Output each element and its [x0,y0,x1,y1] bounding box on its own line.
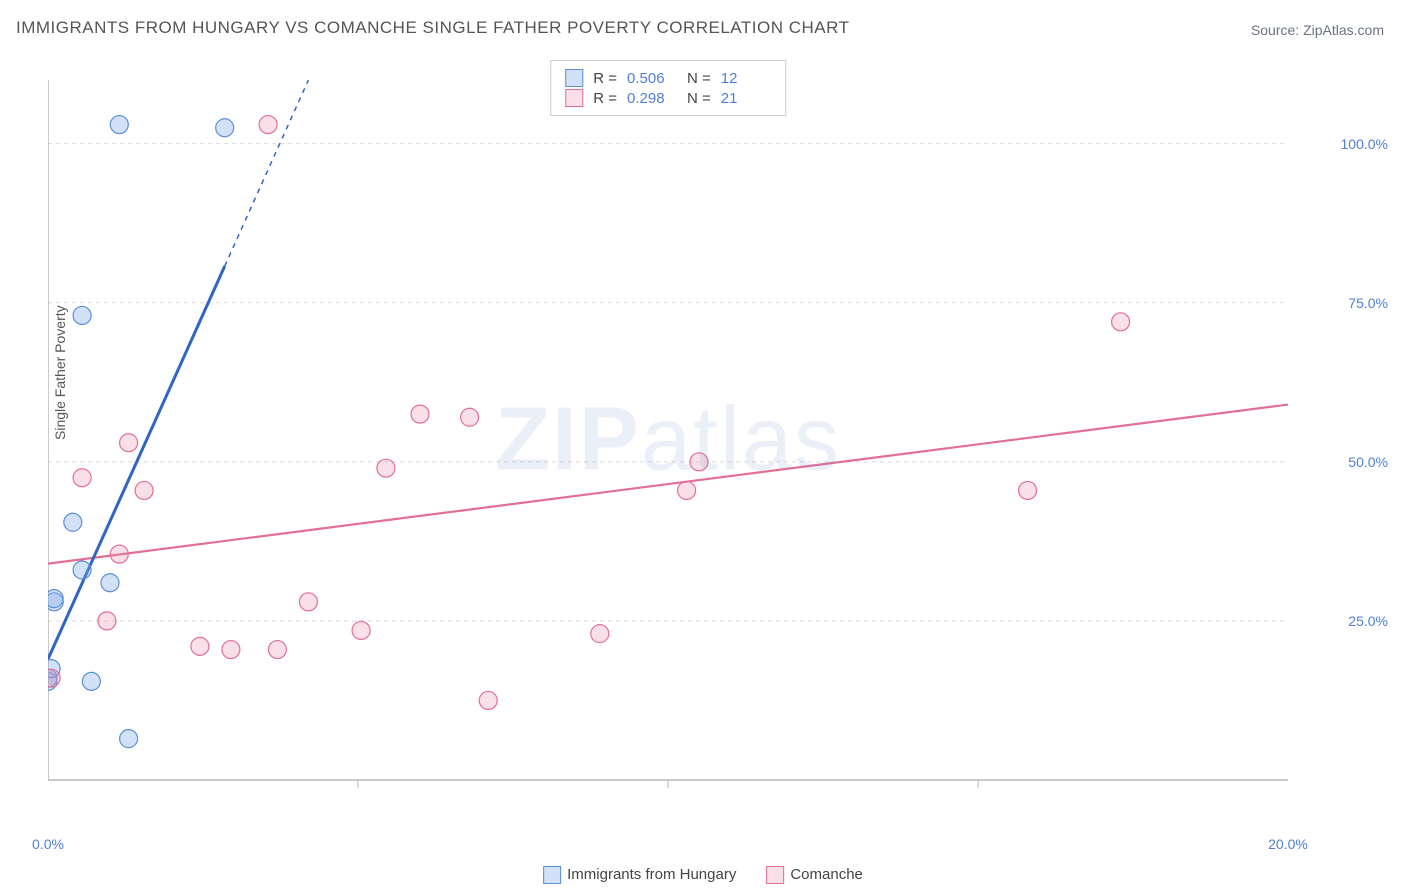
legend-stat-row: R = 0.506 N = 12 [565,69,771,87]
legend-stats: R = 0.506 N = 12 R = 0.298 N = 21 [550,60,786,116]
legend-swatch [565,69,583,87]
legend-swatch [565,89,583,107]
legend-r-value: 0.298 [627,90,677,107]
x-tick-label: 20.0% [1268,836,1308,852]
y-tick-label: 75.0% [1298,295,1388,311]
x-tick-label: 0.0% [32,836,64,852]
legend-r-value: 0.506 [627,70,677,87]
y-tick-label: 50.0% [1298,454,1388,470]
legend-n-label: N = [687,90,711,107]
legend-swatch [766,866,784,884]
y-tick-label: 100.0% [1298,136,1388,152]
chart-title: IMMIGRANTS FROM HUNGARY VS COMANCHE SING… [16,18,849,38]
legend-series-label: Comanche [790,866,863,883]
legend-r-label: R = [593,90,617,107]
y-axis-label: Single Father Poverty [52,305,68,440]
source-name: ZipAtlas.com [1303,22,1384,38]
plot-svg [48,60,1288,820]
legend-n-label: N = [687,70,711,87]
legend-n-value: 21 [721,90,771,107]
source-attribution: Source: ZipAtlas.com [1251,22,1384,38]
scatter-plot: ZIPatlas Single Father Poverty R =0.506N… [48,60,1288,820]
legend-swatch [543,866,561,884]
source-label: Source: [1251,22,1299,38]
y-tick-label: 25.0% [1298,613,1388,629]
legend-n-value: 12 [721,70,771,87]
legend-series-item: Comanche [766,866,863,884]
legend-r-label: R = [593,70,617,87]
legend-stat-row: R = 0.298 N = 21 [565,89,771,107]
legend-series-label: Immigrants from Hungary [567,866,736,883]
legend-series-item: Immigrants from Hungary [543,866,736,884]
legend-series: Immigrants from Hungary Comanche [543,866,863,884]
